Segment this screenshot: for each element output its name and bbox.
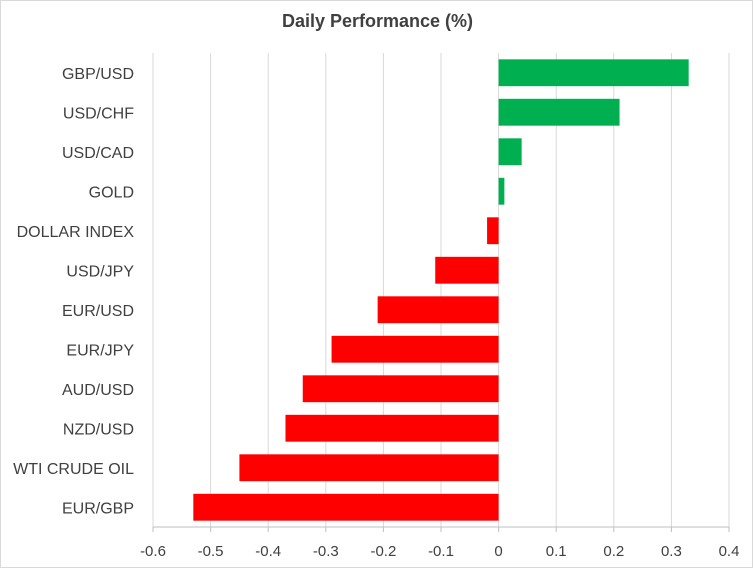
x-tick-label: 0	[494, 543, 502, 560]
bar-nzd-usd	[285, 414, 499, 442]
x-tick-label: 0.2	[603, 543, 624, 560]
x-tick-label: -0.1	[428, 543, 454, 560]
x-tick-label: -0.3	[313, 543, 339, 560]
category-label: USD/CAD	[62, 145, 134, 162]
x-tick-label: 0.1	[546, 543, 567, 560]
bar-dollar-index	[487, 217, 499, 245]
bar-eur-jpy	[331, 335, 499, 363]
category-label: GOLD	[89, 184, 134, 201]
bar-eur-usd	[377, 296, 499, 324]
category-label: EUR/JPY	[66, 342, 134, 359]
category-label: GBP/USD	[62, 66, 134, 83]
bar-aud-usd	[302, 375, 499, 403]
category-label: USD/JPY	[66, 263, 134, 280]
x-tick-label: -0.4	[255, 543, 281, 560]
x-tick-label: -0.2	[370, 543, 396, 560]
bar-gbp-usd	[498, 59, 689, 87]
category-label: WTI CRUDE OIL	[13, 461, 134, 478]
category-label: USD/CHF	[63, 105, 134, 122]
x-tick-label: 0.4	[719, 543, 740, 560]
category-label: DOLLAR INDEX	[17, 224, 135, 241]
bar-usd-cad	[498, 138, 522, 166]
bar-wti-crude-oil	[239, 454, 499, 482]
bar-eur-gbp	[193, 493, 499, 521]
x-tick-label: 0.3	[661, 543, 682, 560]
bar-gold	[498, 177, 505, 205]
bar-usd-chf	[498, 98, 620, 126]
x-tick-label: -0.6	[140, 543, 166, 560]
category-label: EUR/GBP	[62, 500, 134, 517]
chart-title: Daily Performance (%)	[281, 11, 474, 31]
category-label: AUD/USD	[62, 382, 134, 399]
x-tick-label: -0.5	[198, 543, 224, 560]
category-label: EUR/USD	[62, 303, 134, 320]
bar-usd-jpy	[435, 256, 499, 284]
category-label: NZD/USD	[63, 421, 134, 438]
